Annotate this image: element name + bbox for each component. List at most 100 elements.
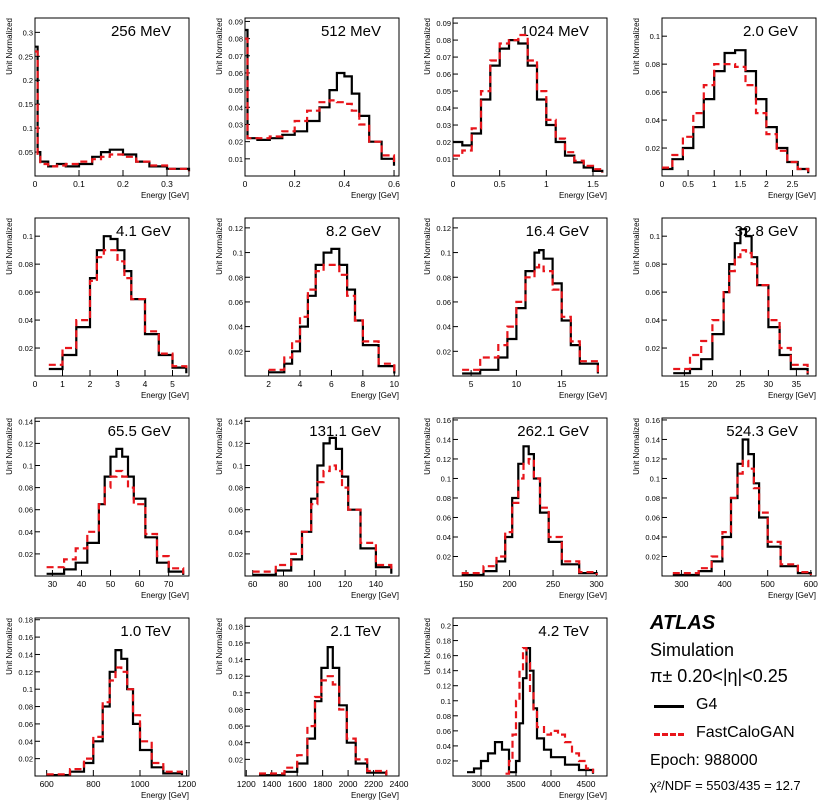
y-tick-label: 0.08 <box>228 35 243 44</box>
y-tick-label: 0.02 <box>228 755 243 764</box>
y-tick-label: 0.1 <box>233 689 243 698</box>
y-tick-label: 0.04 <box>18 528 33 537</box>
x-tick-label: 35 <box>792 379 802 389</box>
x-tick-label: 25 <box>736 379 746 389</box>
x-tick-label: 80 <box>279 579 289 589</box>
y-tick-label: 0.06 <box>436 298 451 307</box>
x-tick-label: 4500 <box>577 779 596 789</box>
panel-title: 262.1 GeV <box>517 423 589 440</box>
y-axis-label: Unit Normalized <box>215 418 224 475</box>
y-tick-label: 0.25 <box>18 52 33 61</box>
y-tick-label: 0.09 <box>436 19 451 28</box>
x-tick-label: 0.6 <box>388 179 400 189</box>
y-tick-label: 0.1 <box>233 462 243 471</box>
gan-line-swatch <box>654 733 684 736</box>
x-tick-label: 4000 <box>542 779 561 789</box>
x-axis-label: Energy [GeV] <box>141 591 189 600</box>
y-tick-label: 0.05 <box>436 87 451 96</box>
plot-frame <box>661 17 817 177</box>
series-g4 <box>461 445 598 577</box>
y-axis-label: Unit Normalized <box>423 218 432 275</box>
plot-frame <box>244 17 400 177</box>
panel-title: 4.1 GeV <box>116 223 171 240</box>
x-tick-label: 0 <box>243 179 248 189</box>
panel-7: 15 20 25 30 35 0.02 0.04 0.06 0.08 0.1 Energy [GeV… <box>632 217 817 400</box>
y-tick-label: 0.02 <box>645 552 660 561</box>
atlas-label: ATLAS <box>650 612 716 634</box>
y-tick-label: 0.14 <box>645 435 660 444</box>
y-tick-label: 0.02 <box>436 347 451 356</box>
y-tick-label: 0.06 <box>18 288 33 297</box>
x-tick-label: 20 <box>708 379 718 389</box>
g4-line-swatch <box>654 705 684 708</box>
y-tick-label: 0.14 <box>18 417 33 426</box>
y-tick-label: 0.08 <box>645 494 660 503</box>
plot-frame <box>244 217 400 377</box>
y-tick-label: 0.08 <box>436 36 451 45</box>
x-axis-label: Energy [GeV] <box>768 591 816 600</box>
y-tick-label: 0.08 <box>228 484 243 493</box>
panel-14: 3000 3500 4000 4500 0.02 0.04 0.06 0.08 0.1 0.12 0… <box>423 617 608 800</box>
x-tick-label: 2 <box>764 179 769 189</box>
y-tick-label: 0.08 <box>436 712 451 721</box>
series-g4 <box>46 649 184 777</box>
series-g4 <box>35 45 191 172</box>
x-tick-label: 8 <box>360 379 365 389</box>
x-tick-label: 600 <box>40 779 54 789</box>
panel-10: 150 200 250 300 0.02 0.04 0.06 0.08 0.1 0.12 0.14 0… <box>423 416 608 600</box>
y-tick-label: 0.06 <box>645 513 660 522</box>
series-g4 <box>467 647 595 774</box>
y-tick-label: 0.04 <box>645 316 660 325</box>
series-fastcalogan <box>453 33 604 173</box>
y-axis-label: Unit Normalized <box>423 18 432 75</box>
plot-frame <box>452 217 608 377</box>
y-tick-label: 0.06 <box>228 69 243 78</box>
x-tick-label: 3500 <box>507 779 526 789</box>
x-axis-label: Energy [GeV] <box>141 791 189 800</box>
y-tick-label: 0.06 <box>18 506 33 515</box>
x-tick-label: 5 <box>469 379 474 389</box>
y-axis-label: Unit Normalized <box>632 218 641 275</box>
y-axis-label: Unit Normalized <box>423 618 432 675</box>
y-tick-label: 0.02 <box>436 757 451 766</box>
y-tick-label: 0.07 <box>436 53 451 62</box>
x-tick-label: 120 <box>338 579 352 589</box>
x-tick-label: 1200 <box>177 779 196 789</box>
y-tick-label: 0.14 <box>18 650 33 659</box>
panel-4: 0 1 2 3 4 5 0.02 0.04 0.06 0.08 0.1 Energy [GeV] Uni… <box>5 217 190 400</box>
x-axis-label: Energy [GeV] <box>351 791 399 800</box>
y-tick-label: 0.14 <box>228 656 243 665</box>
y-tick-label: 0.3 <box>23 28 33 37</box>
panel-11: 300 400 500 600 0.02 0.04 0.06 0.08 0.1 0.12 0.14 0… <box>632 416 818 600</box>
y-axis-label: Unit Normalized <box>632 18 641 75</box>
x-tick-label: 0.4 <box>338 179 350 189</box>
x-tick-label: 1800 <box>313 779 332 789</box>
y-tick-label: 0.01 <box>228 155 243 164</box>
y-tick-label: 0.14 <box>228 417 243 426</box>
y-tick-label: 0.1 <box>23 685 33 694</box>
x-tick-label: 30 <box>48 579 58 589</box>
x-tick-label: 0.3 <box>161 179 173 189</box>
y-tick-label: 0.04 <box>645 533 660 542</box>
x-axis-label: Energy [GeV] <box>141 391 189 400</box>
x-tick-label: 300 <box>674 579 688 589</box>
y-tick-label: 0.02 <box>436 138 451 147</box>
y-tick-label: 0.08 <box>18 703 33 712</box>
y-tick-label: 0.12 <box>228 672 243 681</box>
y-tick-label: 0.02 <box>645 344 660 353</box>
y-tick-label: 0.16 <box>645 416 660 425</box>
chi2-label: χ²/NDF = 5503/435 = 12.7 <box>650 778 801 793</box>
panel-3: 0 0.5 1 1.5 2 2.5 0.02 0.04 0.06 0.08 0.1 Energy [G… <box>632 17 817 200</box>
series-g4 <box>662 49 810 174</box>
x-tick-label: 1400 <box>262 779 281 789</box>
series-fastcalogan <box>35 50 191 172</box>
x-tick-label: 6 <box>329 379 334 389</box>
series-fastcalogan <box>46 666 184 776</box>
y-tick-label: 0.08 <box>645 260 660 269</box>
x-tick-label: 40 <box>77 579 87 589</box>
y-tick-label: 0.18 <box>18 616 33 625</box>
x-tick-label: 30 <box>764 379 774 389</box>
x-axis-label: Energy [GeV] <box>351 191 399 200</box>
series-fastcalogan <box>505 647 595 775</box>
